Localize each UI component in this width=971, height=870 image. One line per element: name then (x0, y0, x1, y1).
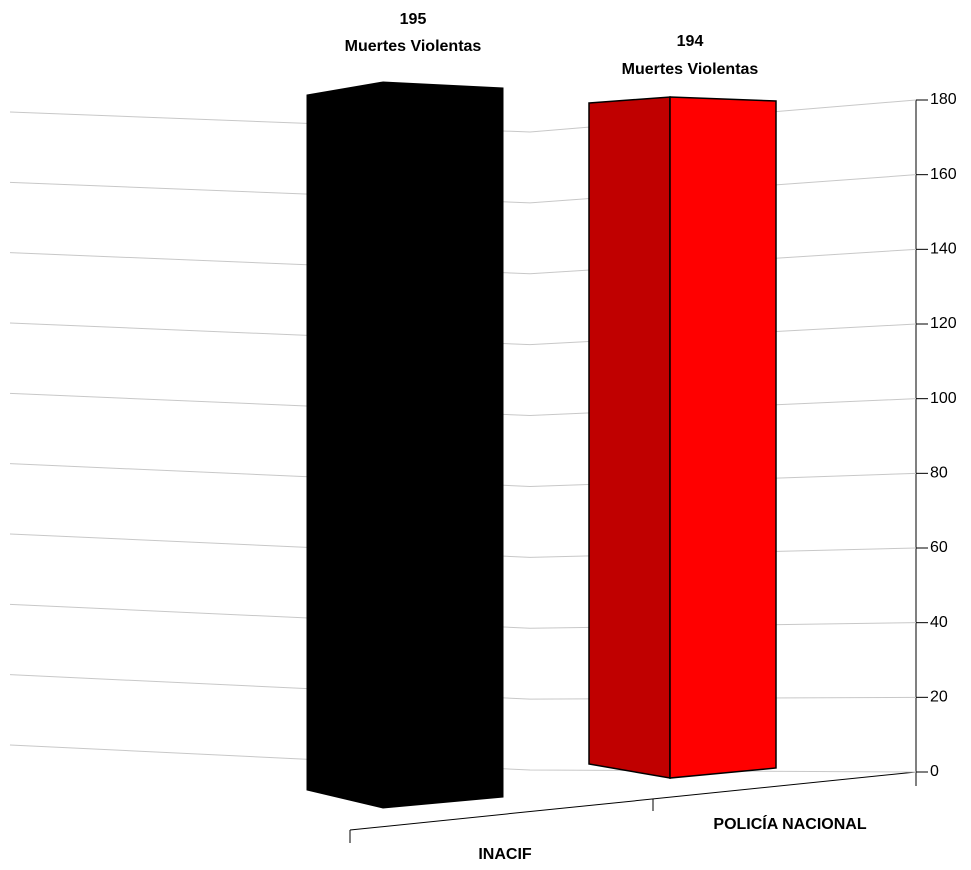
data-label: 195 (400, 11, 427, 28)
grid-line (9, 744, 917, 773)
data-label: 194 (677, 33, 704, 50)
grid-line (9, 463, 917, 487)
grid-line (9, 533, 917, 558)
grid-line (9, 674, 917, 700)
grid-line (9, 99, 917, 133)
y-tick-label: 80 (930, 465, 948, 482)
data-label-text: Muertes Violentas (345, 38, 482, 55)
bar-left-face (588, 96, 671, 779)
grid-line (9, 248, 917, 275)
y-tick-label: 100 (930, 390, 957, 407)
y-tick-label: 0 (930, 763, 939, 780)
grid-line (9, 603, 917, 629)
grid-line (9, 322, 917, 346)
y-tick-label: 60 (930, 539, 948, 556)
bar-right-face (669, 96, 777, 779)
x-tick-label: POLICÍA NACIONAL (713, 814, 866, 833)
y-tick-label: 140 (930, 241, 957, 258)
y-tick-label: 120 (930, 315, 957, 332)
x-axis-line (349, 771, 917, 831)
y-tick-label: 180 (930, 91, 957, 108)
y-tick-label: 160 (930, 166, 957, 183)
y-tick-label: 20 (930, 689, 948, 706)
data-label-text: Muertes Violentas (622, 61, 759, 78)
grid-line (9, 392, 917, 417)
grid-line (9, 174, 917, 204)
bar (306, 81, 504, 809)
y-tick-label: 40 (930, 614, 948, 631)
x-tick-label: INACIF (478, 846, 532, 863)
